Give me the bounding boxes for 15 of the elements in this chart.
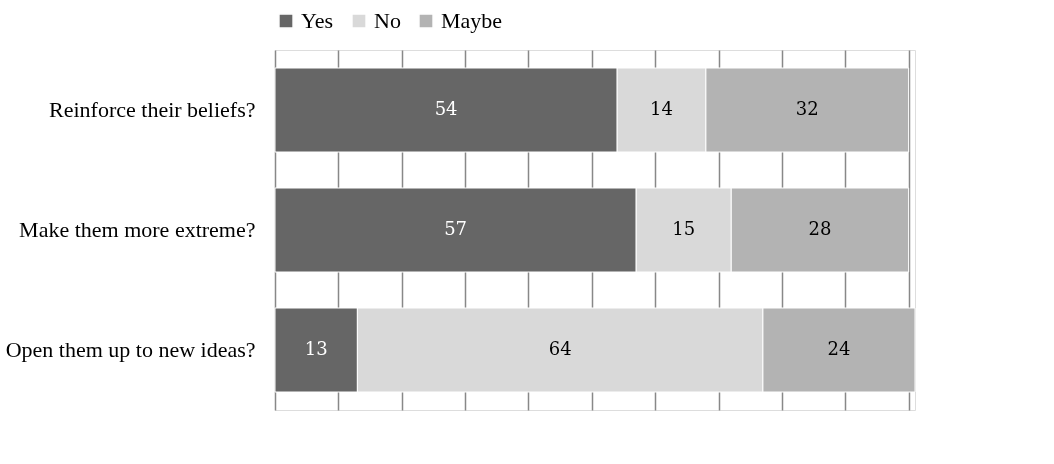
data-label: 54 (434, 98, 458, 119)
data-label: 28 (808, 218, 832, 239)
data-label: 57 (444, 218, 468, 239)
y-tick-label: Open them up to new ideas? (5, 337, 256, 362)
legend-label: Maybe (441, 8, 503, 33)
legend-label: Yes (301, 8, 334, 33)
data-label: 13 (304, 338, 328, 359)
y-tick-label: Make them more extreme? (19, 217, 256, 242)
legend-label: No (374, 8, 401, 33)
data-label: 14 (650, 98, 673, 119)
data-label: 32 (795, 98, 819, 119)
data-label: 64 (548, 338, 572, 359)
data-label: 15 (672, 218, 696, 239)
y-tick-label: Reinforce their beliefs? (49, 97, 256, 122)
data-label: 24 (827, 338, 851, 359)
